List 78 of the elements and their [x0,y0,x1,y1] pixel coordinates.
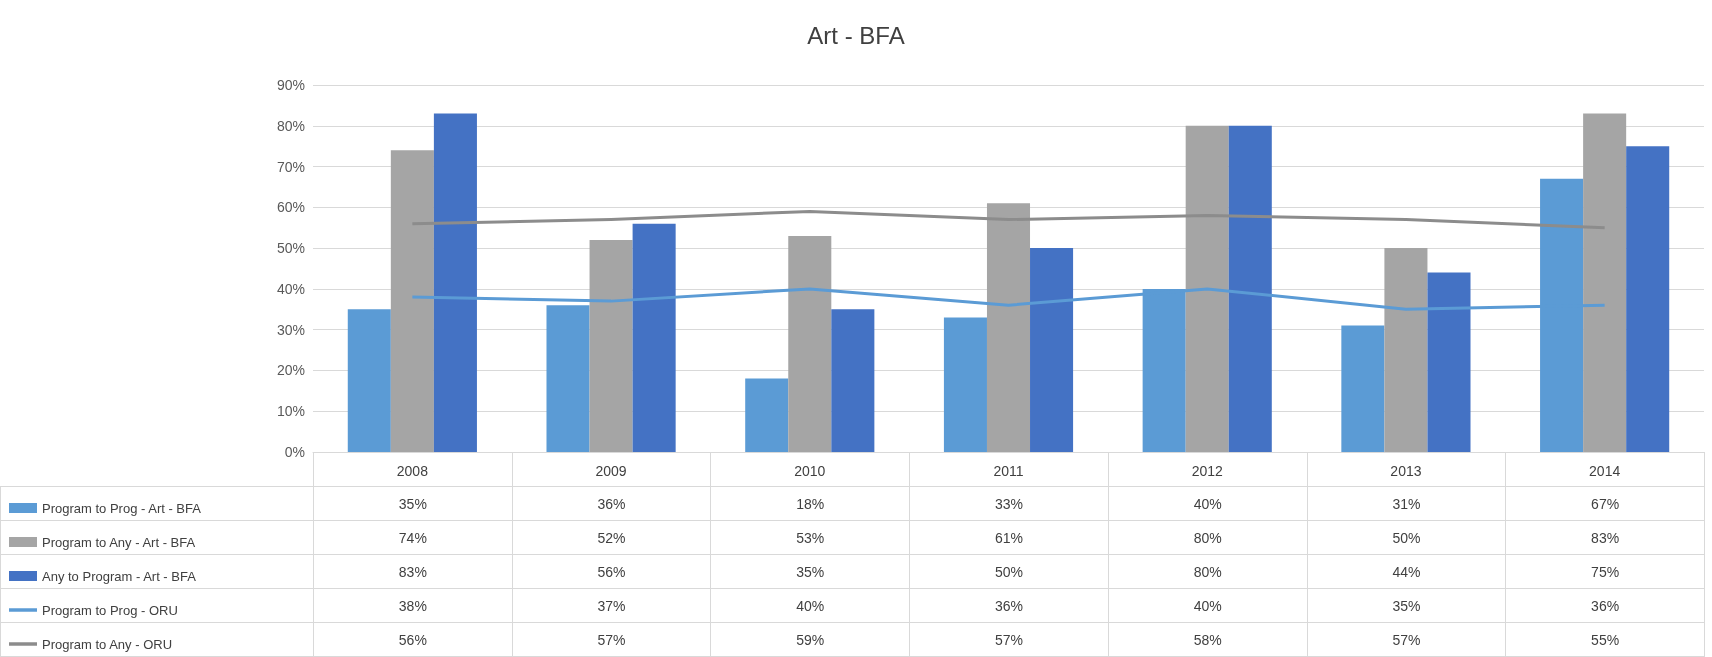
bar [1626,146,1670,452]
legend-label: Program to Prog - Art - BFA [42,500,202,516]
data-label: 52% [511,520,712,555]
legend-label: Program to Prog - ORU [42,602,178,618]
y-tick-label: 90% [276,77,305,93]
bar [546,305,590,452]
bar [433,113,477,452]
data-label: 38% [313,588,513,623]
bar [589,239,633,452]
data-label: 80% [1107,554,1308,589]
data-label: 67% [1505,486,1705,521]
data-label: 33% [909,486,1109,521]
y-tick-label: 20% [276,362,305,379]
data-label: 56% [313,622,513,657]
x-tick-label: 2011 [993,463,1024,479]
x-tick-label: 2013 [1390,463,1422,479]
bar [1427,272,1471,452]
x-tick-label: 2010 [794,463,826,479]
bar [943,317,987,452]
data-label: 80% [1107,520,1308,555]
data-label: 37% [511,588,712,623]
data-label: 55% [1505,622,1705,657]
legend-label: Program to Any - ORU [42,636,173,652]
line-series [410,209,1607,230]
bar [1341,325,1385,452]
x-tick-label: 2009 [595,463,627,479]
data-label: 35% [710,554,911,589]
data-label: 74% [313,520,513,555]
data-label: 36% [511,486,712,521]
data-label: 56% [511,554,712,589]
data-label: 44% [1306,554,1507,589]
x-tick-label: 2008 [396,463,429,479]
y-tick-label: 40% [276,280,305,297]
data-label: 61% [909,520,1109,555]
chart-title: Art - BFA [807,21,905,49]
data-label: 18% [710,486,911,521]
y-tick-label: 30% [276,321,305,338]
y-tick-label: 0% [284,444,305,460]
y-tick-label: 60% [276,199,305,216]
bar [1583,113,1627,452]
x-tick-label: 2012 [1191,463,1223,479]
data-label: 40% [1107,486,1308,521]
data-label: 40% [710,588,911,623]
x-tick-label: 2014 [1589,463,1621,479]
y-tick-label: 70% [276,158,305,175]
data-label: 40% [1107,588,1308,623]
data-label: 35% [1306,588,1507,623]
data-label: 57% [1306,622,1507,657]
bar [1030,248,1074,452]
bar [1228,125,1272,452]
data-label: 35% [313,486,513,521]
data-label: 50% [1306,520,1507,555]
data-label: 31% [1306,486,1507,521]
bar [831,309,875,452]
data-label: 83% [313,554,513,589]
data-label: 53% [710,520,911,555]
bar [632,223,676,452]
bar [390,150,434,452]
bar [347,309,391,452]
y-tick-label: 10% [276,403,305,420]
data-label: 36% [1505,588,1705,623]
bar [986,203,1031,452]
data-label: 36% [909,588,1109,623]
bar [788,235,832,452]
legend-label: Any to Program - Art - BFA [42,568,197,584]
data-label: 50% [909,554,1109,589]
bar [1384,248,1428,452]
data-label: 83% [1505,520,1705,555]
data-label: 75% [1505,554,1705,589]
data-label: 59% [710,622,911,657]
data-label: 57% [511,622,712,657]
legend-label: Program to Any - Art - BFA [42,534,196,550]
data-label: 57% [909,622,1109,657]
bar [745,378,789,452]
y-tick-label: 50% [276,240,305,257]
data-label: 58% [1107,622,1308,657]
bar [1185,125,1229,452]
y-tick-label: 80% [276,117,305,134]
